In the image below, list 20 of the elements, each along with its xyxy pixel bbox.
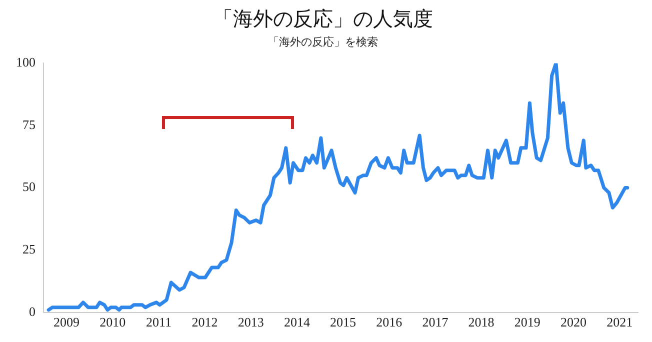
chart-subtitle: 「海外の反応」を検索 xyxy=(268,35,378,48)
x-tick-label: 2015 xyxy=(330,314,356,330)
chart-title: 「海外の反応」の人気度 xyxy=(213,7,433,30)
x-tick-label: 2011 xyxy=(146,314,172,330)
y-tick-label: 100 xyxy=(16,54,36,70)
y-tick-label: 50 xyxy=(22,179,36,194)
x-tick-label: 2019 xyxy=(514,314,540,330)
x-tick-label: 2014 xyxy=(284,314,310,330)
y-tick-label: 0 xyxy=(29,304,36,319)
x-tick-label: 2020 xyxy=(560,314,586,330)
x-tick-label: 2012 xyxy=(192,314,218,330)
x-tick-label: 2010 xyxy=(100,314,126,330)
x-tick-label: 2009 xyxy=(54,314,80,330)
x-tick-label: 2021 xyxy=(606,314,633,330)
x-tick-label: 2017 xyxy=(422,314,449,330)
x-tick-label: 2013 xyxy=(238,314,264,330)
y-tick-label: 25 xyxy=(22,242,36,257)
x-tick-label: 2018 xyxy=(468,314,494,330)
x-tick-label: 2016 xyxy=(376,314,403,330)
y-tick-label: 75 xyxy=(22,116,36,132)
